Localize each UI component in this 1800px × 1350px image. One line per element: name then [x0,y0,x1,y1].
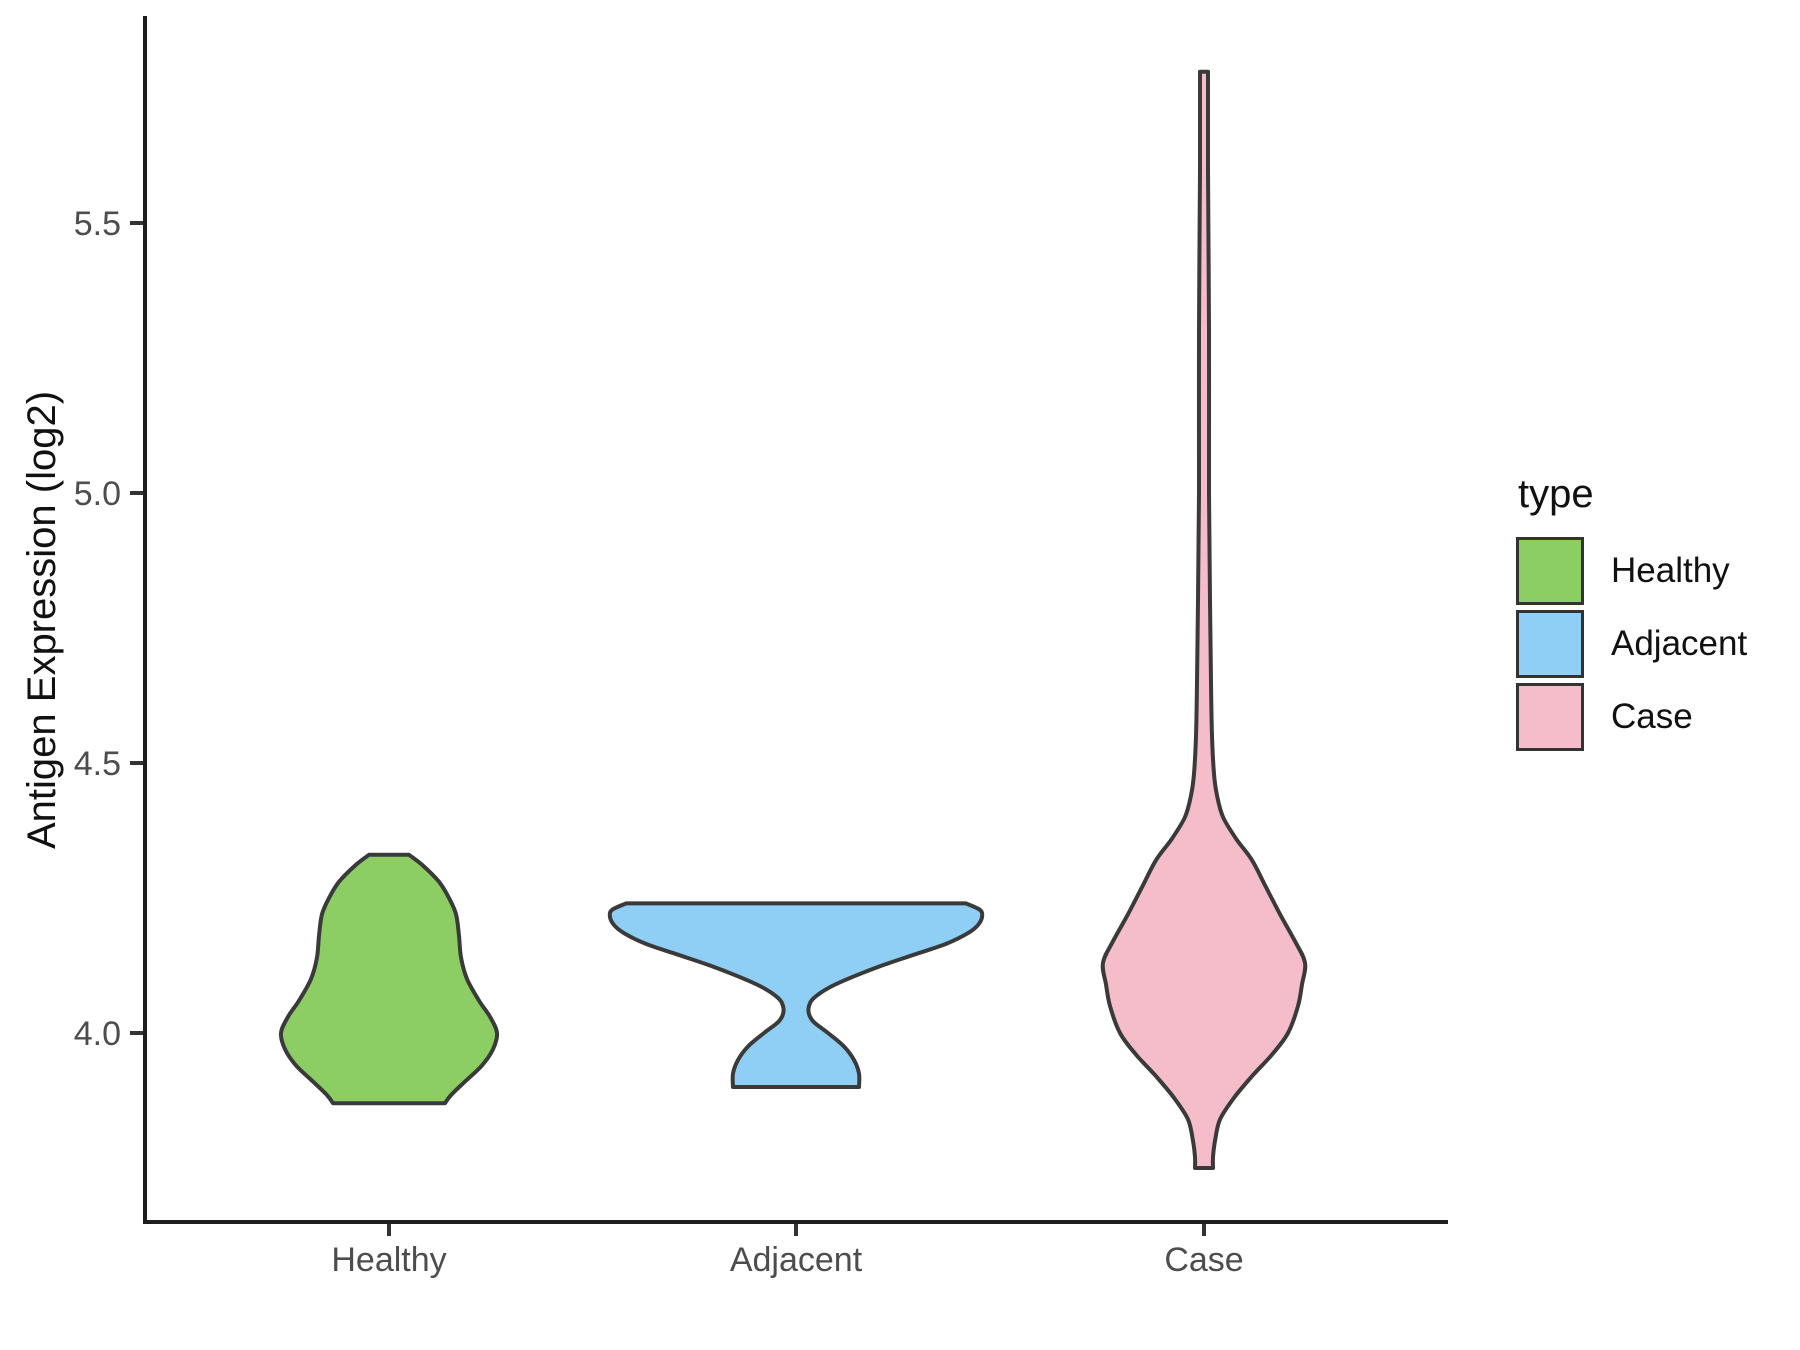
y-tick-label-5.5: 5.5 [74,205,121,243]
legend-label-adjacent: Adjacent [1611,624,1748,663]
x-axis-ticks: Healthy Adjacent Case [331,1222,1244,1279]
y-tick-label-4.5: 4.5 [74,745,121,783]
y-axis-ticks: 5.5 5.0 4.5 4.0 [74,205,145,1053]
legend-item-case: Case [1516,683,1747,751]
legend-key-case-swatch [1516,683,1584,751]
y-axis-title: Antigen Expression (log2) [20,391,64,849]
legend-item-healthy: Healthy [1516,537,1747,605]
legend-key-adjacent-swatch [1516,610,1584,678]
legend-label-healthy: Healthy [1611,551,1730,590]
violin-healthy [278,852,500,1106]
legend-items: Healthy Adjacent Case [1516,537,1747,751]
legend: type Healthy Adjacent Case [1516,472,1747,751]
x-tick-label-adjacent: Adjacent [730,1241,863,1279]
legend-key-healthy-swatch [1516,537,1584,605]
y-tick-label-4.0: 4.0 [74,1015,121,1053]
violins-group [278,69,1308,1170]
violin-adjacent [607,901,985,1089]
x-tick-label-healthy: Healthy [331,1241,446,1279]
legend-label-case: Case [1611,697,1693,736]
legend-item-adjacent: Adjacent [1516,610,1747,678]
legend-title: type [1518,472,1594,516]
y-tick-label-5.0: 5.0 [74,475,121,513]
x-tick-label-case: Case [1164,1241,1243,1279]
violin-case [1100,69,1308,1170]
